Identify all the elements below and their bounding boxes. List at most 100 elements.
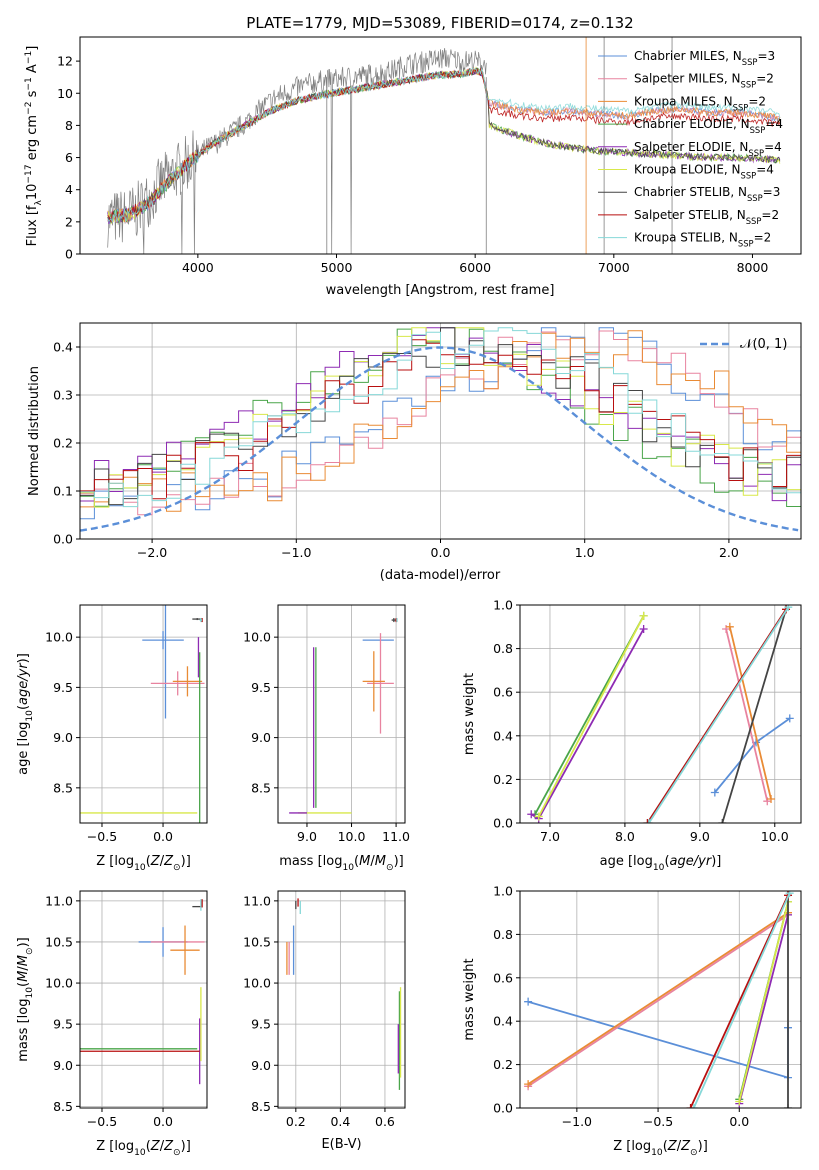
y-tick-label: 0.0 [493,1101,513,1116]
axes-frame [79,36,802,255]
plot-area [80,605,205,823]
weight-line [721,609,787,823]
legend-label: Salpeter MILES, NSSP=2 [634,72,774,90]
y-tick-label: 9.5 [53,1017,73,1032]
weight-line [738,901,789,1102]
weight-marker [785,891,794,898]
weight-line [714,717,791,794]
y-tick-label: 10.5 [243,934,271,949]
weight-line [648,606,790,823]
x-tick-label: 11.0 [382,829,410,844]
weight-marker [725,622,734,631]
y-tick-label: 9.0 [251,1058,271,1073]
y-tick-label: 0.0 [493,816,513,831]
y-tick-label: 6 [65,150,73,165]
y-tick-label: 10.5 [45,934,73,949]
weight-marker [689,1104,698,1108]
y-tick-label: 0.6 [493,685,513,700]
weight-marker [718,819,727,823]
weight-line [692,892,791,1108]
residual-histogram [80,330,801,539]
x-axis-label: wavelength [Angstrom, rest frame] [326,283,555,298]
x-tick-label: 0.2 [286,1114,306,1129]
x-tick-label: 9.0 [690,829,710,844]
y-axis-label: mass weight [462,673,477,755]
x-tick-label: 8000 [737,260,769,275]
x-tick-label: 0.0 [153,829,173,844]
y-tick-label: 11.0 [243,893,271,908]
x-tick-label: 8.0 [615,829,635,844]
y-tick-label: 0.3 [53,388,73,403]
x-tick-label: 0.6 [375,1114,395,1129]
residual-histogram [80,327,801,539]
x-tick-label: 2.0 [719,545,739,560]
y-tick-label: 0.4 [53,340,73,355]
normal-reference-curve [80,346,799,532]
weight-marker [639,611,648,620]
weight-marker [710,788,719,797]
weight-marker [643,819,652,823]
legend-label: Kroupa ELODIE, NSSP=4 [634,163,774,181]
y-tick-label: 0.2 [493,1057,513,1072]
model-spectrum [107,67,781,223]
x-tick-label: 9.0 [297,829,317,844]
x-tick-label: 4000 [182,260,214,275]
y-tick-label: 0.2 [493,772,513,787]
weight-line [725,628,769,802]
y-axis-label: mass [log10(M/M⊙)] [16,937,35,1061]
age-vs-metallicity-axes: −0.5 0.0 8.5 9.0 9.5 10.0 Z [log10(Z/Z⊙)] age [… [16,604,208,873]
x-tick-label: 7000 [598,260,630,275]
x-tick-label: 1.0 [575,545,595,560]
y-tick-label: 8.5 [251,780,271,795]
y-tick-label: 1.0 [493,598,513,613]
axes-frame [79,604,208,824]
weight-line [728,626,772,800]
weight-marker [524,997,533,1006]
model-spectrum [107,68,781,223]
x-tick-label: −0.5 [87,829,117,844]
y-tick-label: 10.0 [243,976,271,991]
weight-marker [527,810,536,819]
y-axis-label: age [log10(age/yr)] [16,653,35,775]
x-axis-label: Z [log10(Z/Z⊙)] [96,1139,191,1158]
x-axis-label: E(B-V) [321,1137,361,1152]
weight-marker [784,605,793,612]
mass-vs-metallicity-axes: −0.5 0.0 8.5 9.0 9.5 10.0 10.5 11.0 Z [log10(Z/Z… [16,890,208,1158]
weight-marker [534,812,543,821]
weight-marker [767,795,776,804]
x-tick-label: 0.4 [330,1114,350,1129]
legend-label: Kroupa STELIB, NSSP=2 [634,231,771,249]
weight-line [527,911,789,1085]
y-tick-label: 0.1 [53,484,73,499]
axes-frame [519,604,802,824]
x-tick-label: 10.0 [338,829,366,844]
y-tick-label: 4 [65,182,73,197]
y-tick-label: 0.2 [53,436,73,451]
residual-histogram [80,330,801,539]
axes-frame [277,604,406,824]
plot-area [286,898,402,1090]
age-vs-mass-axes: 9.0 10.0 11.0 8.5 9.0 9.5 10.0 mass [log10(M/M⊙… [243,604,410,873]
legend-label: Salpeter ELODIE, NSSP=4 [634,140,782,158]
y-tick-label: 11.0 [45,893,73,908]
y-tick-label: 8 [65,118,73,133]
y-tick-label: 10 [57,86,73,101]
x-tick-label: 10.0 [761,829,789,844]
legend-label: Chabrier STELIB, NSSP=3 [634,185,780,203]
x-tick-label: −1.0 [281,545,311,560]
weight-vs-metallicity-axes: −1.0 −0.5 0.0 0.0 0.2 0.4 0.6 0.8 1.0 Z [log10(Z/… [462,884,802,1158]
legend-label: Kroupa MILES, NSSP=2 [634,94,766,112]
x-axis-label: Z [log10(Z/Z⊙)] [613,1139,708,1158]
y-tick-label: 9.5 [251,1017,271,1032]
weight-marker [784,1104,793,1108]
y-tick-label: 8.5 [53,1099,73,1114]
plot-area [107,37,781,254]
figure-title: PLATE=1779, MJD=53089, FIBERID=0174, z=0… [246,14,633,32]
y-tick-label: 0.4 [493,1014,513,1029]
y-tick-label: 9.5 [251,680,271,695]
x-axis-label: Z [log10(Z/Z⊙)] [96,854,191,873]
weight-marker [785,714,794,723]
x-tick-label: −1.0 [562,1114,592,1129]
legend-label: Chabrier MILES, NSSP=3 [634,49,775,67]
weight-vs-age-axes: 7.0 8.0 9.0 10.0 0.0 0.2 0.4 0.6 0.8 1.0 age [log1… [462,598,802,873]
